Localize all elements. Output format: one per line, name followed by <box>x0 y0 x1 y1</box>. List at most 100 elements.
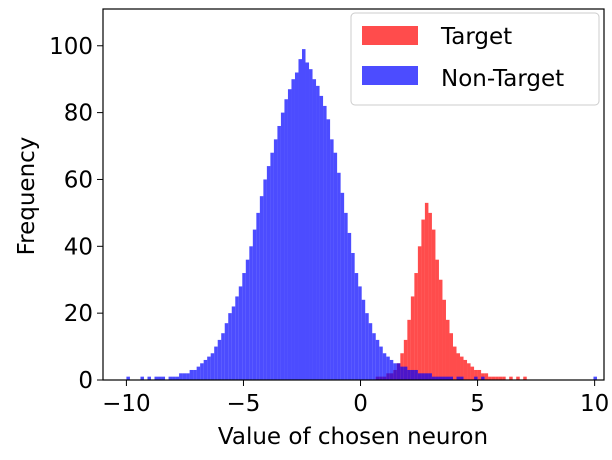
bar-non-target <box>326 119 331 380</box>
legend-swatch-target <box>362 26 418 45</box>
bar-target <box>477 369 482 380</box>
bar-non-target <box>456 376 461 380</box>
bar-target <box>424 202 429 380</box>
bar-non-target <box>154 376 159 380</box>
bar-target <box>452 346 457 380</box>
bar-non-target <box>263 179 267 380</box>
bar-target <box>491 376 496 380</box>
bar-non-target <box>189 369 194 380</box>
legend: Target Non-Target <box>350 12 600 106</box>
bar-non-target <box>424 373 429 380</box>
bar-non-target <box>442 376 446 380</box>
bar-target <box>414 273 418 380</box>
bar-non-target <box>372 333 376 380</box>
bar-non-target <box>389 359 394 380</box>
series-target <box>375 202 527 380</box>
bar-non-target <box>393 363 397 380</box>
bar-target <box>410 296 415 380</box>
bar-non-target <box>407 369 411 380</box>
bar-non-target <box>210 353 215 380</box>
bar-target <box>509 376 513 380</box>
bar-non-target <box>207 356 211 380</box>
bar-target <box>484 373 489 380</box>
bar-non-target <box>460 376 464 380</box>
bar-target <box>474 369 478 380</box>
x-tick-label: 10 <box>580 391 609 417</box>
legend-label-target: Target <box>440 24 512 50</box>
bar-non-target <box>361 299 366 380</box>
bar-non-target <box>445 376 450 380</box>
bar-non-target <box>319 95 324 380</box>
bar-non-target <box>351 252 355 380</box>
bar-non-target <box>147 376 151 380</box>
bar-non-target <box>375 339 380 380</box>
bar-non-target <box>186 373 190 380</box>
series-layer <box>126 49 597 381</box>
bar-target <box>516 376 520 380</box>
bar-non-target <box>438 376 443 380</box>
bar-non-target <box>287 89 292 380</box>
x-tick-label: 5 <box>470 391 485 417</box>
bar-non-target <box>316 85 320 380</box>
bar-non-target <box>196 366 201 380</box>
bar-non-target <box>245 259 250 380</box>
bar-target <box>445 319 450 380</box>
bar-non-target <box>340 192 345 380</box>
bar-non-target <box>224 323 229 380</box>
bar-target <box>498 376 503 380</box>
bar-non-target <box>386 356 390 380</box>
bar-target <box>463 359 468 380</box>
x-tick-label: −5 <box>227 391 261 417</box>
bar-non-target <box>333 152 338 380</box>
bar-non-target <box>270 152 274 380</box>
bar-non-target <box>593 376 597 380</box>
y-tick-label: 20 <box>64 301 93 327</box>
bar-non-target <box>291 79 295 381</box>
bar-non-target <box>396 363 401 380</box>
bar-target <box>523 376 527 380</box>
bar-non-target <box>228 313 232 380</box>
bar-non-target <box>337 172 341 380</box>
bar-non-target <box>256 212 260 380</box>
bar-non-target <box>175 376 180 380</box>
y-tick-label: 100 <box>49 34 93 60</box>
bar-non-target <box>449 376 453 380</box>
bar-non-target <box>431 376 436 380</box>
bar-non-target <box>179 373 183 380</box>
bar-non-target <box>435 376 439 380</box>
bar-non-target <box>193 369 197 380</box>
legend-label-non-target: Non-Target <box>441 66 564 92</box>
x-axis-title: Value of chosen neuron <box>218 424 488 450</box>
bar-non-target <box>400 366 404 380</box>
bar-non-target <box>354 273 359 380</box>
bar-target <box>495 376 499 380</box>
bar-target <box>428 212 432 380</box>
bar-target <box>488 376 492 380</box>
bar-non-target <box>235 296 239 380</box>
bar-non-target <box>214 346 218 380</box>
bar-non-target <box>410 369 415 380</box>
bar-target <box>442 299 446 380</box>
bar-non-target <box>365 313 369 380</box>
bar-target <box>438 279 443 380</box>
bar-non-target <box>231 306 236 380</box>
bar-non-target <box>481 376 485 380</box>
y-tick-label: 0 <box>78 368 93 394</box>
bar-non-target <box>126 376 130 380</box>
bar-non-target <box>428 373 432 380</box>
bar-non-target <box>252 229 257 380</box>
y-tick-label: 40 <box>64 234 93 260</box>
bar-non-target <box>249 246 253 380</box>
bar-non-target <box>414 369 418 380</box>
bar-non-target <box>417 373 422 380</box>
bar-target <box>456 353 461 380</box>
bar-non-target <box>140 376 144 380</box>
bar-target <box>467 363 471 380</box>
bar-non-target <box>330 139 334 380</box>
bar-non-target <box>301 49 306 381</box>
y-axis-title: Frequency <box>14 137 40 256</box>
bar-non-target <box>312 79 317 381</box>
series-non-target <box>126 49 597 381</box>
bar-target <box>407 319 411 380</box>
